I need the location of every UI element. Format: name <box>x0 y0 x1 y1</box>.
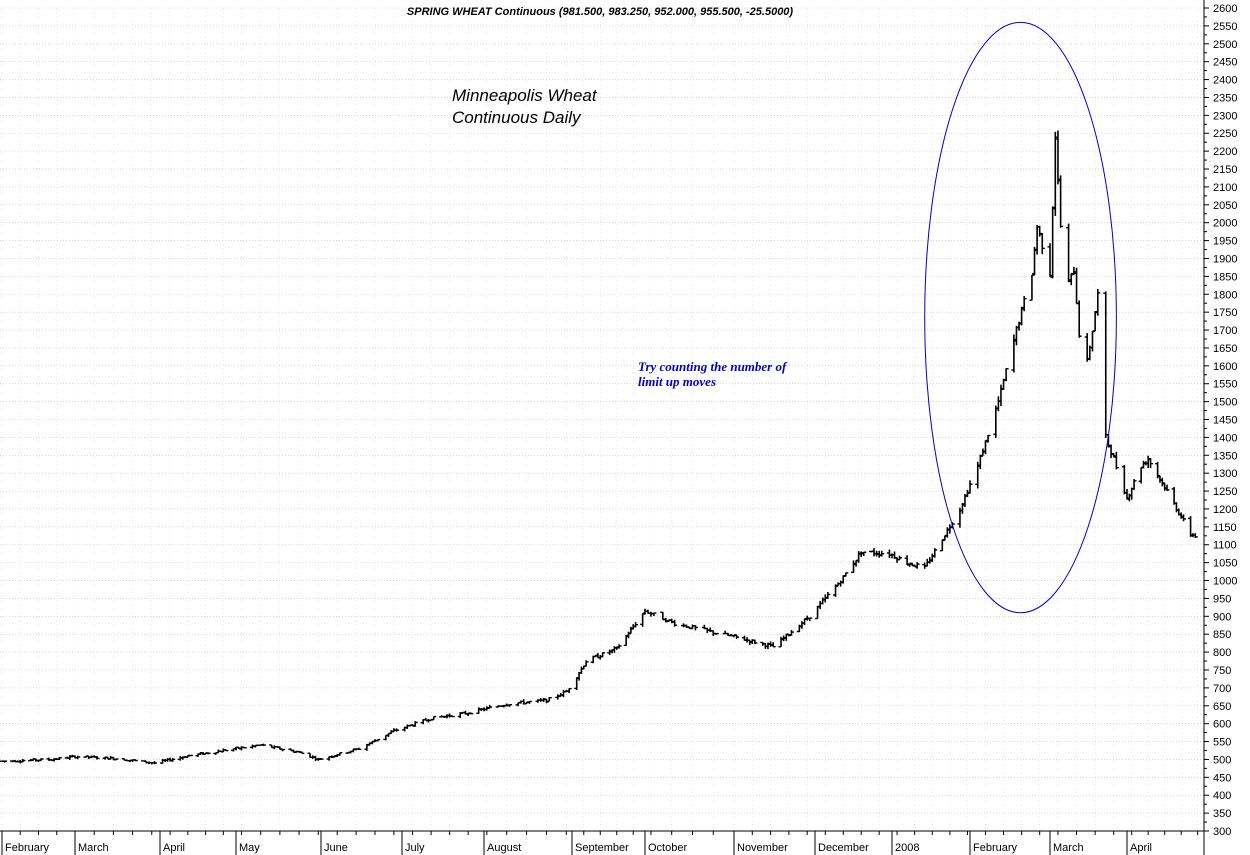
y-tick-label: 1100 <box>1213 540 1237 552</box>
y-tick-label: 1200 <box>1213 504 1237 516</box>
y-tick-label: 850 <box>1213 629 1231 641</box>
y-tick-label: 950 <box>1213 593 1231 605</box>
y-tick-label: 800 <box>1213 647 1231 659</box>
y-tick-label: 700 <box>1213 683 1231 695</box>
x-tick-label: November <box>737 842 788 854</box>
y-tick-label: 550 <box>1213 737 1231 749</box>
y-tick-label: 1000 <box>1213 576 1237 588</box>
x-tick-label: April <box>163 842 185 854</box>
y-tick-label: 2350 <box>1213 92 1237 104</box>
y-tick-label: 1300 <box>1213 468 1237 480</box>
y-tick-label: 300 <box>1213 826 1231 838</box>
y-tick-label: 1750 <box>1213 307 1237 319</box>
y-tick-label: 1600 <box>1213 361 1237 373</box>
y-tick-label: 2200 <box>1213 146 1237 158</box>
grid <box>0 7 1204 832</box>
annotation-limit-line2: limit up moves <box>638 374 716 389</box>
y-tick-label: 600 <box>1213 719 1231 731</box>
y-tick-label: 2100 <box>1213 182 1237 194</box>
y-tick-label: 2050 <box>1213 200 1237 212</box>
y-tick-label: 1150 <box>1213 522 1237 534</box>
y-tick-label: 2250 <box>1213 128 1237 140</box>
x-tick-label: September <box>575 842 629 854</box>
x-tick-label: May <box>239 842 260 854</box>
y-tick-label: 650 <box>1213 701 1231 713</box>
x-tick-label: December <box>818 842 869 854</box>
chart-title: SPRING WHEAT Continuous (981.500, 983.25… <box>407 6 794 18</box>
x-tick-label: March <box>1053 842 1084 854</box>
x-tick-label: March <box>78 842 109 854</box>
y-tick-label: 1350 <box>1213 450 1237 462</box>
y-tick-label: 2400 <box>1213 75 1237 87</box>
y-tick-label: 350 <box>1213 808 1231 820</box>
x-axis: February March April May June July August Septe… <box>0 830 1204 855</box>
annotation-market-line1: Minneapolis Wheat <box>452 86 598 105</box>
x-tick-label: July <box>405 842 425 854</box>
y-tick-label: 400 <box>1213 790 1231 802</box>
y-tick-label: 2300 <box>1213 110 1237 122</box>
x-tick-label: June <box>324 842 348 854</box>
y-tick-label: 2150 <box>1213 164 1237 176</box>
y-tick-label: 1450 <box>1213 415 1237 427</box>
y-tick-label: 2500 <box>1213 39 1237 51</box>
x-tick-label: August <box>487 842 521 854</box>
y-tick-label: 1800 <box>1213 289 1237 301</box>
y-tick-label: 1500 <box>1213 397 1237 409</box>
y-tick-label: 2550 <box>1213 21 1237 33</box>
y-tick-label: 1950 <box>1213 236 1237 248</box>
y-tick-label: 450 <box>1213 772 1231 784</box>
y-tick-label: 2600 <box>1213 3 1237 15</box>
x-tick-label: February <box>5 842 50 854</box>
y-tick-label: 1550 <box>1213 379 1237 391</box>
price-bars <box>0 130 1198 765</box>
x-tick-label: April <box>1130 842 1152 854</box>
y-tick-label: 1650 <box>1213 343 1237 355</box>
highlight-ellipse-shape <box>924 21 1117 614</box>
y-tick-label: 500 <box>1213 754 1231 766</box>
y-tick-label: 1250 <box>1213 486 1237 498</box>
annotation-limit-line1: Try counting the number of <box>638 359 788 374</box>
y-tick-label: 1400 <box>1213 432 1237 444</box>
x-tick-label: 2008 <box>895 842 919 854</box>
y-tick-label: 750 <box>1213 665 1231 677</box>
x-tick-label: October <box>648 842 687 854</box>
y-axis: 300 350 400 450 500 550 600 650 700 750 800 850 900 9… <box>1203 0 1237 855</box>
y-tick-label: 2450 <box>1213 57 1237 69</box>
annotation-market-line2: Continuous Daily <box>452 108 582 127</box>
y-tick-label: 1850 <box>1213 271 1237 283</box>
y-tick-label: 1050 <box>1213 558 1237 570</box>
y-tick-label: 2000 <box>1213 218 1237 230</box>
highlight-ellipse <box>924 21 1117 614</box>
x-tick-label: February <box>973 842 1018 854</box>
y-tick-label: 900 <box>1213 611 1231 623</box>
y-tick-label: 1700 <box>1213 325 1237 337</box>
y-tick-label: 1900 <box>1213 253 1237 265</box>
